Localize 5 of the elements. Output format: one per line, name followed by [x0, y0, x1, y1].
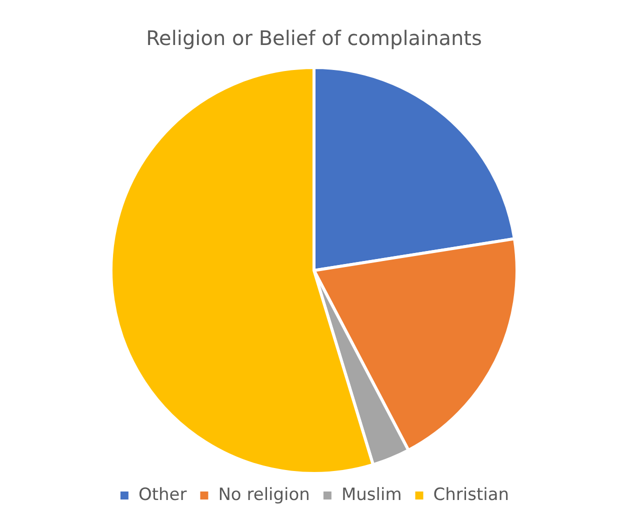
legend-label: Christian	[433, 484, 510, 505]
chart-title: Religion or Belief of complainants	[146, 26, 482, 50]
legend-label: Other	[138, 484, 187, 505]
legend-label: Muslim	[341, 484, 402, 505]
legend-label: No religion	[218, 484, 310, 505]
